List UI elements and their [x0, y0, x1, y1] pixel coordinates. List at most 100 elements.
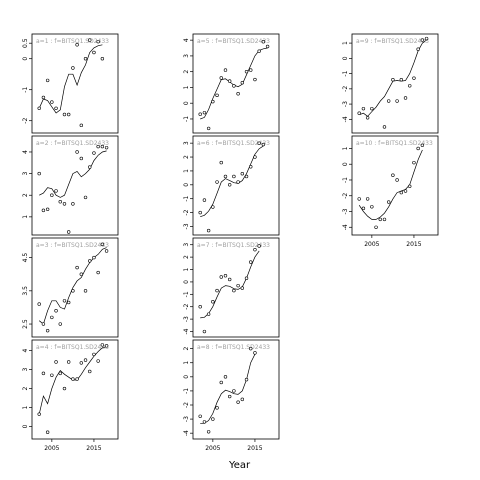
panel-10-point-8: [391, 173, 395, 177]
panel-8-ytick-label-0: -4: [183, 430, 190, 436]
panel-6-point-12: [249, 165, 253, 169]
panel-10-ytick-label-2: -2: [342, 193, 349, 199]
panel-8-point-4: [215, 406, 219, 410]
panel-9-point-4: [382, 125, 387, 129]
panel-9-ytick-label-0: -4: [342, 116, 349, 122]
panel-4-point-14: [96, 359, 100, 363]
panel-10-xtick-label-0: 2005: [364, 241, 379, 248]
panel-2-fit-line: [39, 150, 107, 198]
panel-4-point-2: [45, 430, 50, 434]
panel-6-ytick-label-0: -3: [183, 223, 190, 229]
panel-1-point-8: [75, 43, 79, 47]
panel-4-point-12: [88, 369, 92, 374]
panel-10-point-14: [416, 146, 420, 151]
panel-8-point-5: [219, 380, 223, 385]
panel-1-ytick-label-3: 0.5: [22, 38, 29, 48]
panel-5-fit-line: [200, 47, 268, 120]
panel-4-ytick-label-2: 2: [22, 386, 29, 390]
panel-2-ytick-label-0: 1: [22, 215, 29, 219]
panel-5-point-1: [202, 110, 207, 115]
panel-9-point-14: [424, 36, 429, 41]
panel-5-frame: [192, 33, 280, 134]
panel-4-frame: [31, 339, 119, 440]
panel-7-point-3: [211, 300, 215, 304]
panel-10-point-5: [378, 217, 382, 222]
panel-7-point-9: [236, 283, 240, 288]
panel-3-point-15: [100, 242, 105, 247]
panel-8-point-8: [232, 389, 236, 393]
panel-4-point-5: [58, 371, 62, 376]
panel-9-point-9: [403, 96, 408, 100]
panel-1-point-11: [88, 38, 92, 42]
panel-7-point-11: [244, 276, 249, 280]
panel-1-label: a=1 : f=BITSQ1.SD2433: [36, 38, 109, 45]
panel-9-point-13: [420, 38, 425, 42]
panel-2-ytick-label-3: 4: [22, 150, 29, 154]
panel-3-point-16: [104, 249, 109, 253]
panel-4-xtick-label-0: 2005: [44, 445, 59, 452]
panel-5-point-13: [253, 77, 257, 82]
panel-2-point-1: [41, 208, 46, 213]
panel-2-point-5: [58, 200, 62, 204]
panel-3-label: a=3 : f=BITSQ1.SD2433: [36, 242, 109, 249]
panel-1-point-0: [37, 106, 41, 111]
panel-8-frame: [192, 339, 280, 440]
panel-9-point-8: [399, 77, 404, 82]
panel-3-point-11: [83, 289, 88, 293]
panel-2-point-4: [54, 189, 58, 193]
panel-3-point-9: [75, 265, 79, 270]
panel-2-point-14: [96, 144, 100, 149]
panel-8-point-0: [198, 414, 202, 418]
panel-1-ytick-label-1: -1: [22, 87, 29, 93]
panel-7-point-8: [232, 288, 236, 293]
panel-4-point-4: [54, 360, 58, 364]
panel-7-fit-line: [200, 250, 260, 319]
panel-10-xtick-label-1: 2015: [406, 241, 421, 248]
panel-2-point-12: [88, 165, 92, 169]
panel-1-point-14: [100, 56, 105, 61]
panel-5-point-11: [244, 69, 249, 74]
panel-8-ytick-label-5: 1: [183, 361, 190, 365]
panel-3-frame: [31, 237, 119, 338]
panel-8-ytick-label-2: -2: [183, 402, 190, 408]
panel-6-frame: [192, 135, 280, 236]
panel-9-ytick-label-4: 0: [342, 56, 349, 60]
panel-8-point-13: [253, 351, 257, 355]
panel-5-ytick-label-0: -1: [183, 116, 190, 122]
panel-3-point-12: [88, 259, 92, 263]
panel-8-xtick-label-0: 2005: [205, 445, 220, 452]
panel-6-label: a=6 : f=BITSQ1.SD2433: [197, 140, 270, 147]
panel-9-point-1: [361, 106, 366, 111]
panel-8-point-1: [202, 420, 207, 424]
panel-2-point-16: [104, 145, 109, 150]
panel-4-point-10: [79, 361, 84, 365]
panel-9-point-10: [408, 84, 412, 88]
panel-10-point-15: [420, 143, 425, 148]
panel-6-point-10: [240, 172, 245, 176]
panel-1-point-1: [41, 95, 46, 100]
panel-8-fit-line: [200, 354, 256, 424]
panel-7-point-2: [206, 312, 211, 316]
panel-4-label: a=4 : f=BITSQ1.SD2433: [36, 344, 109, 351]
panel-3-point-7: [66, 300, 71, 305]
panel-7-point-10: [240, 286, 245, 290]
panel-5-point-7: [227, 79, 232, 83]
panel-10-point-4: [374, 225, 378, 229]
panel-5-point-4: [215, 93, 219, 98]
panel-9-ytick-label-2: -2: [342, 86, 349, 92]
panel-6-point-8: [232, 174, 236, 179]
panel-7-ytick-label-5: 1: [183, 267, 190, 271]
panel-4-point-11: [83, 358, 88, 362]
panel-1-ytick-label-0: -2: [22, 118, 29, 124]
panel-5-point-9: [236, 92, 240, 96]
panel-6-point-13: [253, 155, 257, 159]
panel-9-frame: [351, 33, 439, 134]
panel-6-point-5: [219, 160, 223, 165]
panel-4-point-16: [104, 344, 109, 348]
panel-2-point-9: [75, 150, 79, 154]
panel-4-point-3: [50, 373, 54, 377]
panel-2-point-11: [83, 195, 88, 200]
panel-5-label: a=5 : f=BITSQ1.SD2433: [197, 38, 270, 45]
panel-8-point-9: [236, 400, 240, 404]
